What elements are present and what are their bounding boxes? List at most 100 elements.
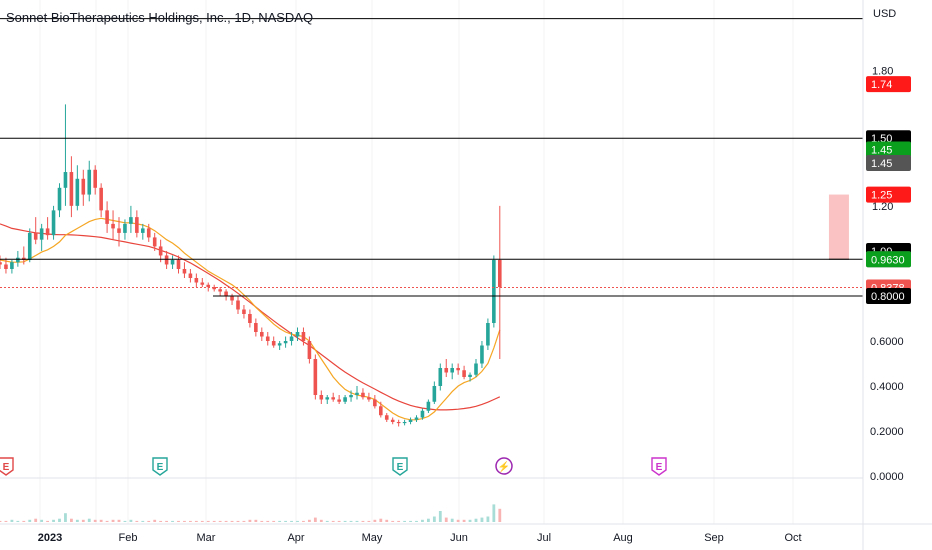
volume-bar bbox=[415, 520, 418, 522]
candle-body bbox=[4, 264, 8, 269]
candle-body bbox=[277, 343, 282, 346]
slow-moving-average bbox=[0, 223, 501, 411]
candle bbox=[355, 386, 359, 400]
volume-bar bbox=[313, 517, 317, 522]
candle-body bbox=[200, 282, 205, 285]
candle bbox=[236, 296, 240, 314]
volume-bar bbox=[290, 520, 293, 522]
volume-bar bbox=[52, 519, 55, 522]
earnings-marker-label: E bbox=[397, 462, 404, 473]
candle bbox=[81, 169, 86, 206]
x-axis-label: Oct bbox=[784, 532, 801, 544]
candle-body bbox=[10, 262, 14, 269]
candle bbox=[135, 210, 139, 238]
volume-bar bbox=[325, 520, 329, 522]
y-axis-label: 0.0000 bbox=[870, 471, 904, 483]
candle-body bbox=[248, 314, 252, 323]
candle bbox=[57, 183, 62, 218]
candle bbox=[474, 359, 478, 377]
candle bbox=[51, 205, 56, 240]
candle bbox=[63, 104, 68, 206]
earnings-marker[interactable]: E bbox=[0, 457, 14, 476]
volume-bar bbox=[70, 518, 73, 522]
candle bbox=[265, 332, 270, 346]
candle-body bbox=[384, 415, 389, 420]
volume-bar bbox=[117, 519, 121, 522]
volume-bar bbox=[171, 520, 174, 522]
volume-bar bbox=[242, 520, 246, 522]
volume-bar bbox=[58, 518, 61, 522]
candle-body bbox=[319, 395, 324, 400]
candle-body bbox=[87, 169, 92, 195]
earnings-marker[interactable]: E bbox=[392, 457, 408, 476]
candle-body bbox=[81, 178, 86, 195]
price-tags: 1.741.501.451.451.251.000.96310.96300.83… bbox=[866, 76, 911, 304]
candle bbox=[93, 165, 97, 195]
candle bbox=[146, 223, 151, 242]
candle bbox=[325, 395, 330, 404]
candle-body bbox=[105, 210, 109, 224]
candle bbox=[10, 259, 14, 274]
volume-bar bbox=[123, 520, 127, 522]
volume-bar bbox=[260, 520, 264, 522]
candles bbox=[0, 104, 502, 427]
volume-bar bbox=[468, 519, 472, 522]
volume-bar bbox=[224, 520, 228, 522]
zones bbox=[828, 194, 849, 260]
candle-body bbox=[432, 386, 437, 402]
candle bbox=[307, 336, 312, 364]
candle-body bbox=[468, 374, 472, 377]
candle bbox=[396, 419, 401, 427]
candle-body bbox=[307, 341, 312, 359]
candle bbox=[248, 309, 252, 328]
candle bbox=[444, 359, 449, 377]
earnings-marker[interactable]: E bbox=[651, 457, 667, 476]
earnings-icon bbox=[0, 457, 14, 476]
candle-body bbox=[355, 392, 359, 395]
candle bbox=[129, 205, 133, 233]
x-axis-label: Apr bbox=[287, 532, 304, 544]
volume-bar bbox=[486, 516, 490, 522]
volume-bar bbox=[432, 516, 436, 522]
volume-bar bbox=[64, 513, 67, 522]
candle bbox=[242, 305, 246, 319]
candle bbox=[373, 395, 377, 409]
volume-bar bbox=[444, 517, 448, 522]
earnings-marker[interactable]: E bbox=[152, 457, 168, 476]
candle-body bbox=[361, 392, 365, 398]
candle bbox=[212, 284, 216, 292]
volume-bar bbox=[462, 519, 466, 522]
x-axis-label: Jun bbox=[450, 532, 468, 544]
volume-bar bbox=[474, 518, 478, 522]
volume-bar bbox=[456, 519, 460, 522]
price-tag: 0.9630 bbox=[866, 251, 911, 268]
candle bbox=[313, 354, 318, 400]
candle-body bbox=[123, 223, 127, 233]
earnings-markers[interactable]: E E E ⚡ E bbox=[0, 457, 667, 476]
candle-body bbox=[367, 397, 371, 400]
volume-bar bbox=[379, 518, 383, 522]
price-tag-label: 1.45 bbox=[871, 158, 892, 170]
volume-bar bbox=[397, 520, 401, 522]
candle-body bbox=[313, 359, 318, 395]
candle-body bbox=[486, 323, 490, 346]
volume-bar bbox=[16, 520, 20, 522]
candle bbox=[271, 336, 276, 348]
earnings-marker[interactable]: ⚡ bbox=[495, 457, 513, 475]
candle bbox=[254, 318, 258, 337]
candle bbox=[152, 232, 157, 251]
candle bbox=[462, 365, 466, 380]
volume-bar bbox=[355, 520, 359, 522]
candle bbox=[33, 217, 38, 245]
candle-body bbox=[349, 395, 353, 398]
candle bbox=[289, 332, 294, 346]
candle-body bbox=[141, 228, 145, 233]
grid bbox=[39, 0, 794, 524]
volume-bar bbox=[343, 520, 347, 522]
candle bbox=[99, 183, 103, 218]
candle-body bbox=[224, 291, 228, 296]
candle-body bbox=[57, 187, 62, 211]
candle bbox=[367, 392, 371, 402]
candle-body bbox=[450, 368, 454, 373]
